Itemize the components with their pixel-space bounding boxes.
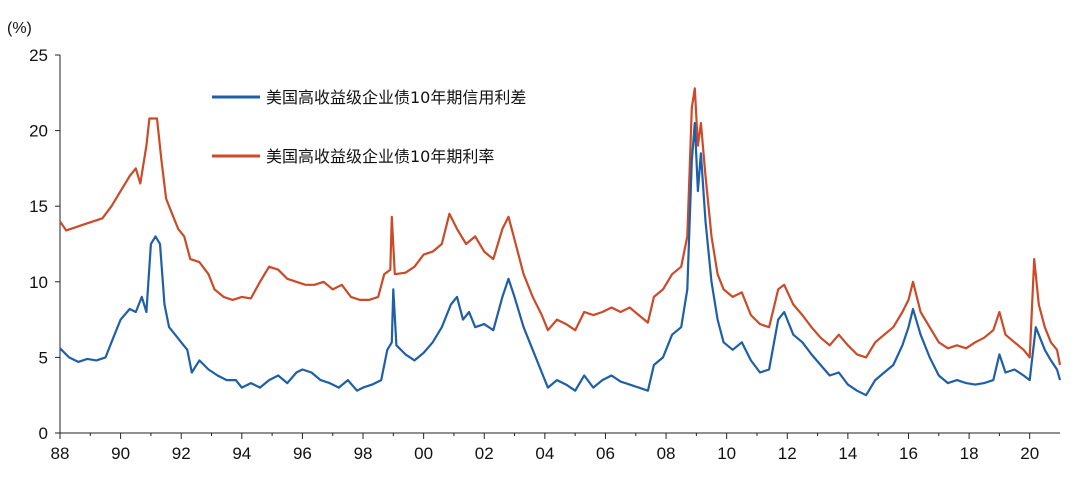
x-tick-label: 12 [778, 444, 797, 463]
legend: 美国高收益级企业债10年期信用利差 美国高收益级企业债10年期利率 [212, 88, 526, 166]
x-tick-label: 04 [535, 444, 554, 463]
legend-label-credit-spread: 美国高收益级企业债10年期信用利差 [266, 88, 526, 107]
y-tick-label: 5 [39, 348, 48, 367]
series-line-yield [59, 87, 1062, 366]
y-tick-label: 15 [29, 197, 48, 216]
x-tick-label: 90 [111, 444, 130, 463]
legend-label-yield: 美国高收益级企业债10年期利率 [266, 147, 494, 166]
x-tick-label: 02 [475, 444, 494, 463]
x-tick-label: 88 [51, 444, 70, 463]
series-group [59, 87, 1062, 397]
x-tick-label: 06 [596, 444, 615, 463]
y-axis-unit-label: (%) [7, 20, 32, 37]
x-tick-label: 14 [838, 444, 857, 463]
x-tick-label: 10 [717, 444, 736, 463]
y-tick-label: 20 [29, 122, 48, 141]
x-tick-label: 16 [899, 444, 918, 463]
x-axis: 88 90 92 94 96 98 00 02 04 06 08 10 12 14 16 18 20 [51, 432, 1060, 463]
y-axis: 0 5 10 15 20 25 [29, 46, 61, 443]
x-tick-label: 00 [414, 444, 433, 463]
x-tick-label: 08 [657, 444, 676, 463]
x-tick-label: 96 [293, 444, 312, 463]
y-tick-label: 25 [29, 46, 48, 65]
series-line-credit-spread [59, 121, 1062, 397]
x-tick-label: 94 [232, 444, 251, 463]
x-tick-label: 92 [172, 444, 191, 463]
y-tick-label: 0 [39, 424, 48, 443]
y-tick-label: 10 [29, 273, 48, 292]
x-tick-label: 98 [354, 444, 373, 463]
x-tick-label: 20 [1020, 444, 1039, 463]
x-tick-label: 18 [960, 444, 979, 463]
